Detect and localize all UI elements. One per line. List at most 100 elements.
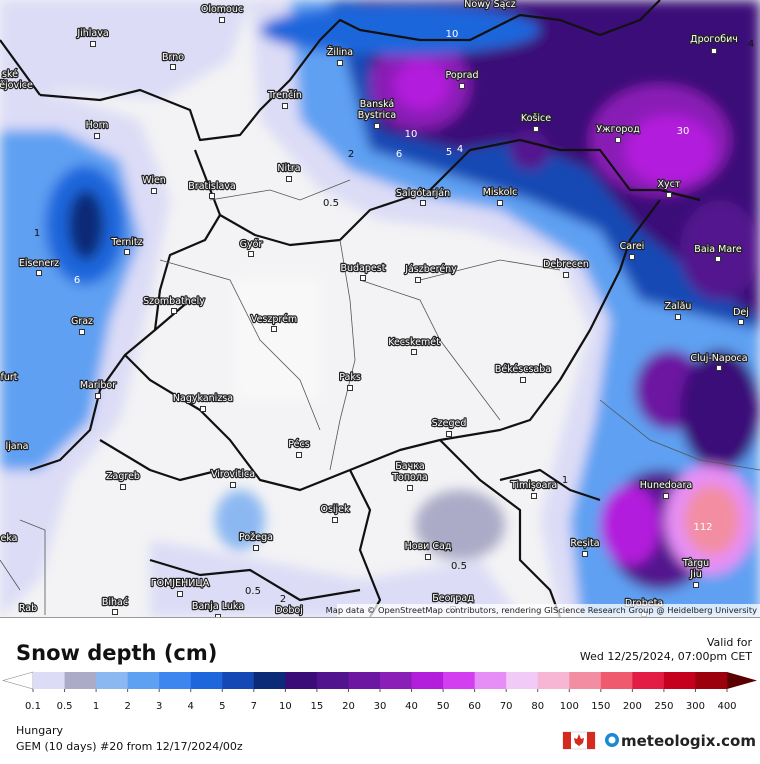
colorbar-tick-label: 300	[686, 701, 705, 712]
city-label: Budapest	[341, 263, 386, 274]
city-label: ljana	[6, 441, 29, 452]
city-label: Zagreb	[106, 471, 140, 482]
city-marker	[177, 591, 183, 597]
contour-label: 2	[348, 149, 354, 160]
city-marker	[171, 308, 177, 314]
colorbar-swatch	[600, 672, 633, 689]
city-label: Zalău	[665, 301, 692, 312]
colorbar-swatch	[474, 672, 507, 689]
colorbar-tick-label: 100	[560, 701, 579, 712]
colorbar-swatch	[663, 672, 696, 689]
colorbar-tick-label: 200	[623, 701, 642, 712]
colorbar-under	[1, 671, 34, 690]
city-label: Virovitica	[211, 469, 255, 480]
city-label: Bystrica	[358, 110, 396, 121]
city-label: Osijek	[320, 504, 350, 515]
city-marker	[497, 200, 503, 206]
city-marker	[296, 452, 302, 458]
city-marker	[446, 431, 452, 437]
city-marker	[374, 123, 380, 129]
city-marker	[360, 275, 366, 281]
colorbar-swatch	[443, 672, 476, 689]
city-marker	[36, 270, 42, 276]
city-marker	[411, 349, 417, 355]
city-marker	[407, 485, 413, 491]
city-marker	[95, 393, 101, 399]
city-label: Ужгород	[596, 124, 640, 135]
city-label: furt	[1, 372, 18, 383]
city-label: Szeged	[432, 418, 467, 429]
map-field: Olomouc Jihlava Brno Žilina Poprad Nowy Sącz Д…	[0, 0, 760, 623]
city-marker	[347, 385, 353, 391]
colorbar-tick-label: 60	[468, 701, 481, 712]
city-label: Kecskemét	[388, 337, 440, 348]
city-label: Dej	[733, 307, 749, 318]
city-marker	[253, 545, 259, 551]
valid-label: Valid for	[707, 636, 753, 649]
contour-label: 4	[457, 144, 463, 155]
colorbar-swatch	[64, 672, 97, 689]
city-label: Топола	[391, 472, 428, 483]
city-label: eka	[0, 533, 17, 544]
contour-label: 4	[748, 39, 754, 50]
city-marker	[287, 618, 292, 623]
city-label: Veszprém	[251, 314, 297, 325]
colorbar-swatch	[348, 672, 381, 689]
city-label: Београд	[432, 593, 474, 604]
contour-label: 1	[562, 475, 568, 486]
city-marker	[629, 254, 635, 260]
contour-label: 30	[677, 126, 690, 137]
city-marker	[663, 493, 669, 499]
city-label: Jiu	[689, 569, 701, 580]
colorbar-tick-label: 10	[279, 701, 292, 712]
colorbar-tick-label: 0.1	[25, 701, 41, 712]
city-label: Reșita	[570, 538, 599, 549]
city-marker	[531, 493, 537, 499]
colorbar-swatch	[569, 672, 602, 689]
colorbar-tick-label: 15	[311, 701, 324, 712]
city-marker	[715, 256, 721, 262]
city-label: Žilina	[327, 46, 353, 58]
colorbar-swatch	[96, 672, 129, 689]
city-marker	[337, 60, 343, 66]
colorbar-swatch	[316, 672, 349, 689]
city-label: Maribor	[80, 380, 116, 391]
colorbar-swatch	[253, 672, 286, 689]
contour-label: 1	[34, 228, 40, 239]
contour-label: 10	[405, 129, 418, 140]
city-label: Bratislava	[188, 181, 235, 192]
city-marker	[90, 41, 96, 47]
colorbar-tick-label: 250	[654, 701, 673, 712]
colorbar-swatch	[222, 672, 255, 689]
city-label: Дрогобич	[690, 34, 738, 45]
brand[interactable]: meteologix.com	[621, 732, 756, 750]
colorbar-tick-label: 2	[124, 701, 130, 712]
city-label: Wien	[142, 175, 166, 186]
colorbar-tick-label: 40	[405, 701, 418, 712]
region: Hungary	[16, 724, 63, 737]
legend-title: Snow depth (cm)	[16, 641, 217, 665]
city-label: Nagykanizsa	[173, 393, 233, 404]
colorbar-swatch	[695, 672, 728, 689]
colorbar-tick-label: 80	[531, 701, 544, 712]
colorbar-tick-label: 3	[156, 701, 162, 712]
colorbar-tick-label: 70	[500, 701, 513, 712]
colorbar-swatch	[190, 672, 223, 689]
city-marker	[520, 377, 526, 383]
canada-flag	[562, 731, 596, 750]
attribution: Map data © OpenStreetMap contributors, r…	[326, 605, 758, 615]
contour-label: 5	[446, 147, 452, 158]
borders	[0, 0, 701, 617]
city-marker	[248, 251, 254, 257]
city-label: Nowy Sącz	[464, 0, 515, 10]
city-marker	[282, 103, 288, 109]
contour-label: 0.5	[323, 198, 339, 209]
city-label: Jászberény	[404, 264, 457, 275]
contour-label: 0.5	[451, 561, 467, 572]
colorbar-swatch	[285, 672, 318, 689]
model-info: GEM (10 days) #20 from 12/17/2024/00z	[16, 740, 243, 753]
city-marker	[420, 200, 426, 206]
city-label: Paks	[339, 372, 361, 383]
